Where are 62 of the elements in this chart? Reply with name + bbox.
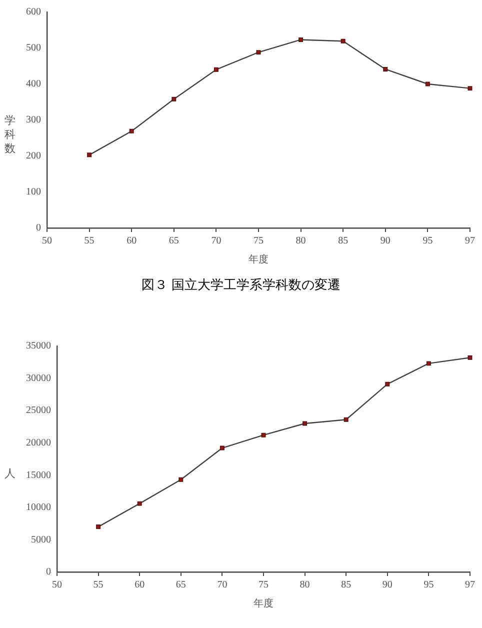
point (178, 477, 184, 482)
y-tick-label: 5000 (31, 534, 51, 546)
point (172, 96, 176, 102)
point (468, 355, 472, 360)
x-tick-label: 80 (300, 580, 310, 591)
point (129, 128, 134, 134)
y-tick-label: 300 (26, 114, 41, 126)
x-tick-label: 85 (341, 580, 352, 591)
y-tick-label: 0 (46, 566, 51, 578)
point (340, 38, 346, 44)
x-tick-label: 75 (258, 580, 268, 591)
point (425, 82, 430, 86)
point (298, 37, 304, 42)
y-tick-label: 200 (26, 150, 41, 162)
y-tick-label: 25000 (26, 405, 51, 416)
y-tick-label: 20000 (26, 437, 51, 448)
x-tick-label: 60 (134, 580, 145, 591)
x-tick-label: 75 (254, 236, 264, 247)
point (256, 50, 261, 55)
point (468, 86, 472, 91)
x-tick-label: 65 (168, 236, 179, 247)
x-tick-label: 97 (465, 236, 475, 247)
y-tick-label: 30000 (26, 372, 51, 384)
point (383, 67, 388, 72)
y-axis-title: 人 (4, 467, 16, 481)
x-tick-label: 95 (422, 236, 433, 247)
point (87, 152, 92, 158)
point (96, 524, 101, 530)
point (214, 67, 218, 72)
x-tick-label: 50 (52, 580, 62, 591)
x-axis-title: 年度 (254, 598, 274, 610)
y-tick-label: 400 (26, 78, 41, 90)
x-tick-label: 55 (84, 236, 94, 247)
y-axis-title: 学科数 (4, 114, 16, 156)
x-tick-label: 90 (380, 236, 390, 247)
point (344, 417, 348, 422)
text: 図３ 国立大学工学系学科数の変遷 (140, 277, 342, 294)
point (385, 382, 390, 386)
y-tick-label: 100 (26, 186, 41, 198)
x-tick-label: 55 (93, 580, 104, 591)
x-axis-title: 年度 (248, 254, 268, 266)
x-tick-label: 60 (126, 236, 137, 247)
x-tick-label: 65 (176, 580, 186, 591)
x-tick-label: 90 (382, 580, 392, 591)
point (426, 361, 431, 366)
x-tick-label: 50 (42, 236, 52, 247)
point (220, 446, 224, 450)
y-tick-label: 500 (26, 42, 41, 54)
point (137, 501, 142, 506)
y-tick-label: 15000 (26, 470, 51, 481)
point (261, 432, 266, 438)
x-tick-label: 95 (424, 580, 434, 591)
x-tick-label: 70 (217, 580, 228, 591)
y-tick-label: 10000 (26, 502, 51, 514)
x-tick-label: 80 (296, 236, 306, 247)
x-tick-label: 70 (211, 236, 222, 247)
point (302, 421, 308, 426)
y-tick-label: 35000 (26, 340, 51, 352)
x-tick-label: 97 (465, 580, 475, 591)
x-tick-label: 85 (338, 236, 348, 247)
y-tick-label: 600 (26, 6, 41, 18)
y-tick-label: 0 (36, 222, 41, 234)
